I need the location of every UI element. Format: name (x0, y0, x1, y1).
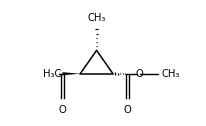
Text: H₃C: H₃C (42, 69, 61, 79)
Text: CH₃: CH₃ (161, 69, 179, 79)
Text: CH₃: CH₃ (87, 13, 105, 23)
Polygon shape (62, 72, 80, 75)
Text: O: O (123, 105, 131, 115)
Text: O: O (58, 105, 66, 115)
Text: O: O (135, 69, 143, 79)
